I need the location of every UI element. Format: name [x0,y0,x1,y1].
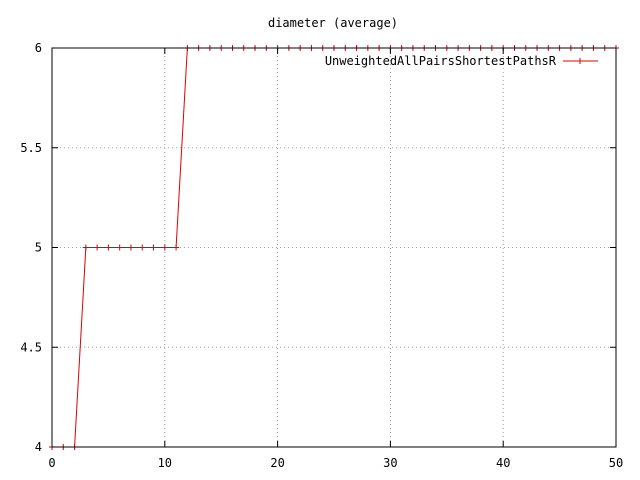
series-layer [49,45,619,450]
data-point [116,244,123,251]
x-tick-label: 10 [158,456,172,470]
x-tick-label: 0 [48,456,55,470]
y-tick-label: 4 [35,440,42,454]
series-line [52,47,616,448]
y-tick-label: 4.5 [20,340,42,354]
legend-label: UnweightedAllPairsShortestPathsR [325,54,557,68]
x-tick-label: 30 [383,456,397,470]
y-tick-label: 6 [35,41,42,55]
data-point [82,244,89,251]
y-tick-label: 5 [35,241,42,255]
y-tick-label: 5.5 [20,141,42,155]
grid-layer [52,48,616,447]
legend: UnweightedAllPairsShortestPathsR [325,54,598,68]
data-point [161,244,168,251]
chart-title: diameter (average) [268,16,398,30]
data-point [173,244,180,251]
legend-marker [577,58,583,64]
axis-label-layer: 4 4.5 5 5.5 6 0 10 20 30 40 50 [20,41,623,470]
x-tick-label: 20 [270,456,284,470]
data-point [139,244,146,251]
tick-layer [51,47,617,448]
data-point [105,244,112,251]
x-tick-label: 40 [496,456,510,470]
data-point [150,244,157,251]
data-point [94,244,101,251]
data-point [127,244,134,251]
x-tick-label: 50 [609,456,623,470]
